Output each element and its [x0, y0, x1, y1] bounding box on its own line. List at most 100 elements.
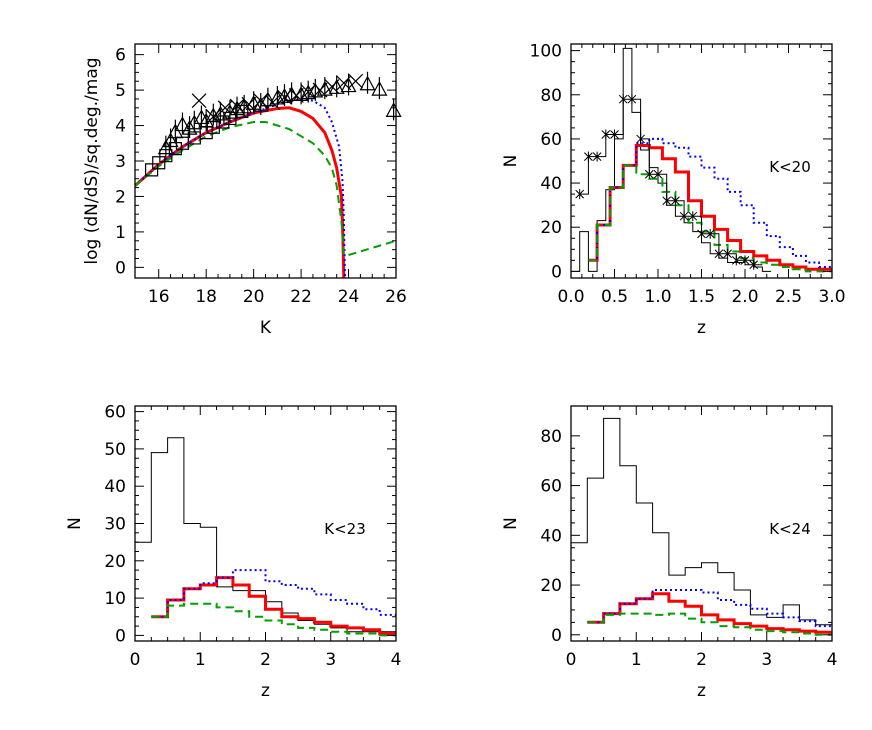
- y-tick-label: 0: [551, 626, 562, 646]
- x-tick-label: 2: [260, 650, 271, 670]
- panel-annotation: K<20: [769, 158, 811, 176]
- data-point: [671, 195, 680, 206]
- data-point: [584, 151, 593, 162]
- triangle-marker: [307, 78, 324, 101]
- x-tick-label: 16: [148, 287, 170, 307]
- x-tick-label: 18: [195, 287, 217, 307]
- y-axis-label: N: [501, 155, 521, 168]
- x-tick-label: 1: [195, 650, 206, 670]
- y-tick-label: 0: [551, 262, 562, 282]
- y-tick-label: 20: [104, 552, 126, 572]
- data-point: [592, 151, 602, 162]
- cross-marker: [191, 93, 207, 109]
- y-tick-label: 80: [540, 86, 562, 106]
- series-0: [135, 106, 346, 278]
- y-tick-label: 6: [115, 46, 126, 66]
- y-tick-label: 80: [540, 427, 562, 447]
- y-tick-label: 60: [104, 403, 126, 423]
- panel-annotation: K<24: [769, 520, 811, 538]
- x-axis-label: z: [261, 681, 270, 701]
- plot-area: [571, 417, 832, 636]
- data-point: [749, 259, 759, 270]
- data-point: [714, 248, 724, 259]
- y-tick-label: 4: [115, 117, 126, 137]
- data-point: [723, 248, 732, 259]
- x-tick-label: 1: [631, 650, 642, 670]
- y-tick-label: 2: [115, 187, 126, 207]
- square-marker: [168, 141, 182, 156]
- data-point: [644, 169, 654, 180]
- y-tick-label: 40: [104, 477, 126, 497]
- x-tick-label: 26: [385, 287, 407, 307]
- data-point: [679, 211, 689, 222]
- cross-marker: [265, 95, 281, 110]
- data-point: [618, 94, 628, 105]
- series-2: [151, 569, 396, 618]
- series-2: [587, 589, 832, 628]
- x-tick-label: 4: [827, 650, 838, 670]
- square-marker: [159, 149, 173, 163]
- data-point: [653, 169, 663, 180]
- x-tick-label: 1.0: [644, 287, 671, 307]
- data-point: [697, 228, 706, 239]
- series-3: [587, 612, 832, 636]
- cross-marker: [312, 82, 328, 98]
- y-tick-label: 0: [115, 258, 126, 278]
- cross-marker: [288, 87, 304, 103]
- x-tick-label: 0: [566, 650, 577, 670]
- y-tick-label: 10: [104, 589, 126, 609]
- triangle-marker: [174, 112, 191, 135]
- data-point: [601, 129, 611, 140]
- y-tick-label: 100: [530, 42, 562, 62]
- square-marker: [152, 156, 166, 170]
- y-tick-label: 20: [540, 218, 562, 238]
- data-point: [662, 195, 672, 206]
- x-tick-label: 3: [761, 650, 772, 670]
- data-point: [688, 211, 698, 222]
- y-tick-label: 60: [540, 130, 562, 150]
- y-tick-label: 0: [115, 626, 126, 646]
- x-tick-label: 2: [696, 650, 707, 670]
- data-point: [610, 129, 619, 140]
- x-tick-label: 0.0: [557, 287, 584, 307]
- y-tick-label: 1: [115, 223, 126, 243]
- x-axis-label: z: [697, 318, 706, 338]
- cross-marker: [348, 73, 364, 89]
- triangle-marker: [259, 87, 276, 110]
- triangle-marker: [181, 116, 198, 139]
- series-1: [587, 592, 832, 634]
- triangle-marker: [205, 103, 222, 126]
- x-axis-label: z: [697, 681, 706, 701]
- x-tick-label: 2.5: [775, 287, 802, 307]
- triangle-marker: [359, 71, 376, 94]
- panel-z20: 0.0 0.5 1.0 1.5 2.0 2.5 3.0 0 20 40 60 80 100 z N K<20: [501, 42, 846, 338]
- y-tick-label: 50: [104, 440, 126, 460]
- plot-area: [135, 437, 396, 637]
- data-point: [636, 133, 645, 144]
- x-tick-label: 2.0: [731, 287, 758, 307]
- x-tick-label: 0: [130, 650, 141, 670]
- plot-frame: [134, 43, 397, 279]
- x-tick-label: 3: [325, 650, 336, 670]
- y-tick-label: 40: [540, 526, 562, 546]
- square-marker: [145, 163, 159, 177]
- x-tick-label: 22: [290, 287, 312, 307]
- triangle-marker: [162, 128, 179, 151]
- series-0: [135, 437, 396, 633]
- data-point: [740, 255, 750, 266]
- y-tick-label: 40: [540, 174, 562, 194]
- x-axis-label: K: [260, 318, 272, 338]
- x-tick-label: 4: [391, 650, 402, 670]
- y-axis-label: N: [65, 517, 85, 530]
- data-point: [575, 189, 585, 200]
- square-marker: [187, 131, 201, 145]
- y-tick-label: 20: [540, 576, 562, 596]
- series-1: [151, 576, 396, 635]
- triangle-marker: [371, 77, 388, 100]
- y-axis-label: log (dN/dS)/sq.deg./mag: [82, 57, 102, 264]
- series-0: [571, 417, 832, 626]
- y-tick-label: 5: [115, 81, 126, 101]
